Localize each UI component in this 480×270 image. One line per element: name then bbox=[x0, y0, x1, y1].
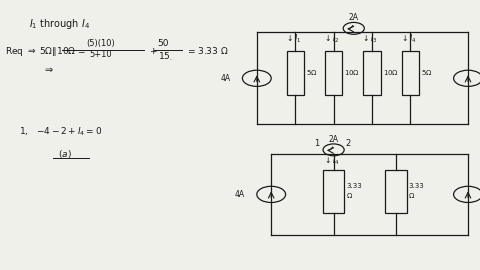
Bar bbox=[402, 51, 419, 94]
Text: 3.33
$\Omega$: 3.33 $\Omega$ bbox=[346, 184, 362, 200]
Text: $\downarrow I_2$: $\downarrow I_2$ bbox=[323, 33, 339, 45]
Bar bbox=[385, 170, 407, 213]
Text: 15$_{.}$: 15$_{.}$ bbox=[158, 50, 173, 63]
Text: 2A: 2A bbox=[349, 13, 359, 22]
Text: $\downarrow I_1$: $\downarrow I_1$ bbox=[285, 33, 301, 45]
Text: 5$\Omega$: 5$\Omega$ bbox=[421, 68, 432, 77]
Bar bbox=[325, 51, 342, 94]
Bar bbox=[323, 170, 344, 213]
Text: $\downarrow I_4$: $\downarrow I_4$ bbox=[323, 154, 339, 167]
Text: 4A: 4A bbox=[220, 74, 230, 83]
Bar bbox=[287, 51, 304, 94]
Text: $(a)$: $(a)$ bbox=[58, 148, 72, 160]
Text: $\downarrow I_3$: $\downarrow I_3$ bbox=[361, 33, 378, 45]
Text: 4A: 4A bbox=[235, 190, 245, 199]
Text: $+$: $+$ bbox=[149, 46, 157, 56]
Text: 50: 50 bbox=[157, 39, 169, 48]
Text: 1: 1 bbox=[314, 139, 320, 148]
Text: 5+10: 5+10 bbox=[89, 50, 112, 59]
Bar bbox=[363, 51, 381, 94]
Text: 10$\Omega$: 10$\Omega$ bbox=[344, 68, 360, 77]
Text: 1,   $-4 - 2 + I_4 = 0$: 1, $-4 - 2 + I_4 = 0$ bbox=[19, 126, 103, 139]
Text: 5$\Omega$: 5$\Omega$ bbox=[306, 68, 317, 77]
Text: (5)(10): (5)(10) bbox=[86, 39, 115, 48]
Text: $I_1$ through $I_4$: $I_1$ through $I_4$ bbox=[29, 17, 90, 31]
Text: = 3.33 $\Omega$: = 3.33 $\Omega$ bbox=[187, 45, 229, 56]
Text: 2A: 2A bbox=[329, 135, 338, 144]
Text: 10$\Omega$: 10$\Omega$ bbox=[383, 68, 398, 77]
Text: 3.33
$\Omega$: 3.33 $\Omega$ bbox=[408, 184, 424, 200]
Text: $\Rightarrow$: $\Rightarrow$ bbox=[43, 65, 55, 75]
Text: 2: 2 bbox=[346, 139, 351, 148]
Text: Req $\Rightarrow$ 5$\Omega\|$10$\Omega$ =: Req $\Rightarrow$ 5$\Omega\|$10$\Omega$ … bbox=[5, 45, 86, 58]
Text: $\downarrow I_4$: $\downarrow I_4$ bbox=[400, 33, 416, 45]
